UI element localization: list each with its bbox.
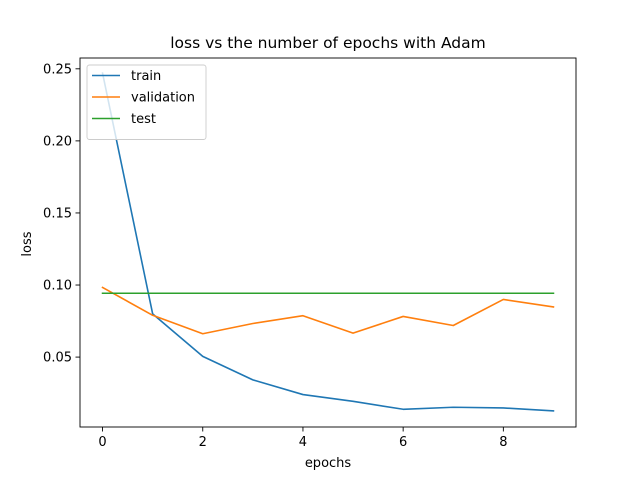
plot-area — [79, 57, 577, 428]
y-axis: 0.05 0.10 0.15 0.20 0.25 — [43, 62, 80, 366]
x-tick-label: 8 — [499, 435, 507, 450]
series-line-train — [101, 72, 555, 412]
legend-label-validation: validation — [131, 91, 195, 106]
x-tick-label: 0 — [98, 435, 106, 450]
legend-box — [86, 64, 207, 140]
x-tick-label: 6 — [399, 435, 407, 450]
x-axis-label: epochs — [305, 456, 352, 471]
x-axis: 0 2 4 6 8 — [98, 427, 507, 450]
x-tick-label: 4 — [299, 435, 307, 450]
legend: train validation test — [86, 64, 207, 140]
axes-frame — [79, 57, 577, 428]
y-tick-label: 0.15 — [43, 206, 72, 221]
y-axis-label: loss — [20, 231, 35, 256]
legend-label-train: train — [131, 69, 161, 84]
y-tick-label: 0.25 — [43, 62, 72, 77]
x-tick-label: 2 — [199, 435, 207, 450]
series-line-validation — [101, 286, 555, 335]
y-tick-label: 0.20 — [43, 134, 72, 149]
y-tick-label: 0.10 — [43, 279, 72, 294]
chart-title: loss vs the number of epochs with Adam — [170, 34, 485, 52]
legend-label-test: test — [131, 112, 156, 127]
y-tick-label: 0.05 — [43, 351, 72, 366]
